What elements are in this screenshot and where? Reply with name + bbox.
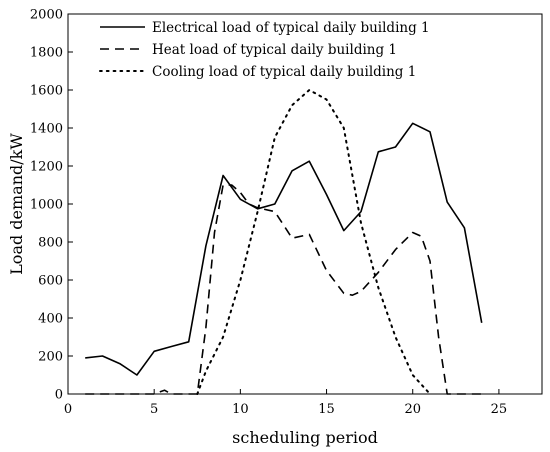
legend-label-2: Heat load of typical daily building 1	[152, 42, 397, 58]
y-tick-label: 1600	[30, 84, 63, 99]
x-axis-title: scheduling period	[232, 428, 378, 447]
axis-ticks: 0 5 10 15 20 25 0 200 400 600 800 1000 1200 1400 1600 1…	[30, 8, 507, 418]
x-tick-label: 0	[64, 402, 72, 417]
series-line-1	[85, 122, 483, 376]
legend: Electrical load of typical daily buildin…	[99, 20, 430, 80]
x-tick-label: 5	[150, 402, 158, 417]
y-tick-label: 2000	[30, 8, 63, 23]
legend-label-1: Electrical load of typical daily buildin…	[152, 20, 430, 36]
x-tick-label: 25	[491, 402, 508, 417]
series-line-2	[85, 184, 482, 395]
x-tick-label: 15	[318, 402, 335, 417]
series-line-3	[196, 89, 431, 395]
y-tick-label: 400	[38, 312, 63, 327]
y-tick-label: 800	[38, 236, 63, 251]
y-tick-label: 0	[55, 388, 63, 403]
y-tick-label: 600	[38, 274, 63, 289]
y-axis-title: Load demand/kW	[7, 133, 26, 275]
legend-label-3: Cooling load of typical daily building 1	[152, 64, 416, 80]
y-tick-label: 1400	[30, 122, 63, 137]
y-tick-label: 200	[38, 350, 63, 365]
x-tick-label: 10	[232, 402, 249, 417]
y-tick-label: 1000	[30, 198, 63, 213]
series-lines	[85, 89, 483, 395]
x-tick-label: 20	[404, 402, 421, 417]
y-tick-label: 1200	[30, 160, 63, 175]
y-tick-label: 1800	[30, 46, 63, 61]
